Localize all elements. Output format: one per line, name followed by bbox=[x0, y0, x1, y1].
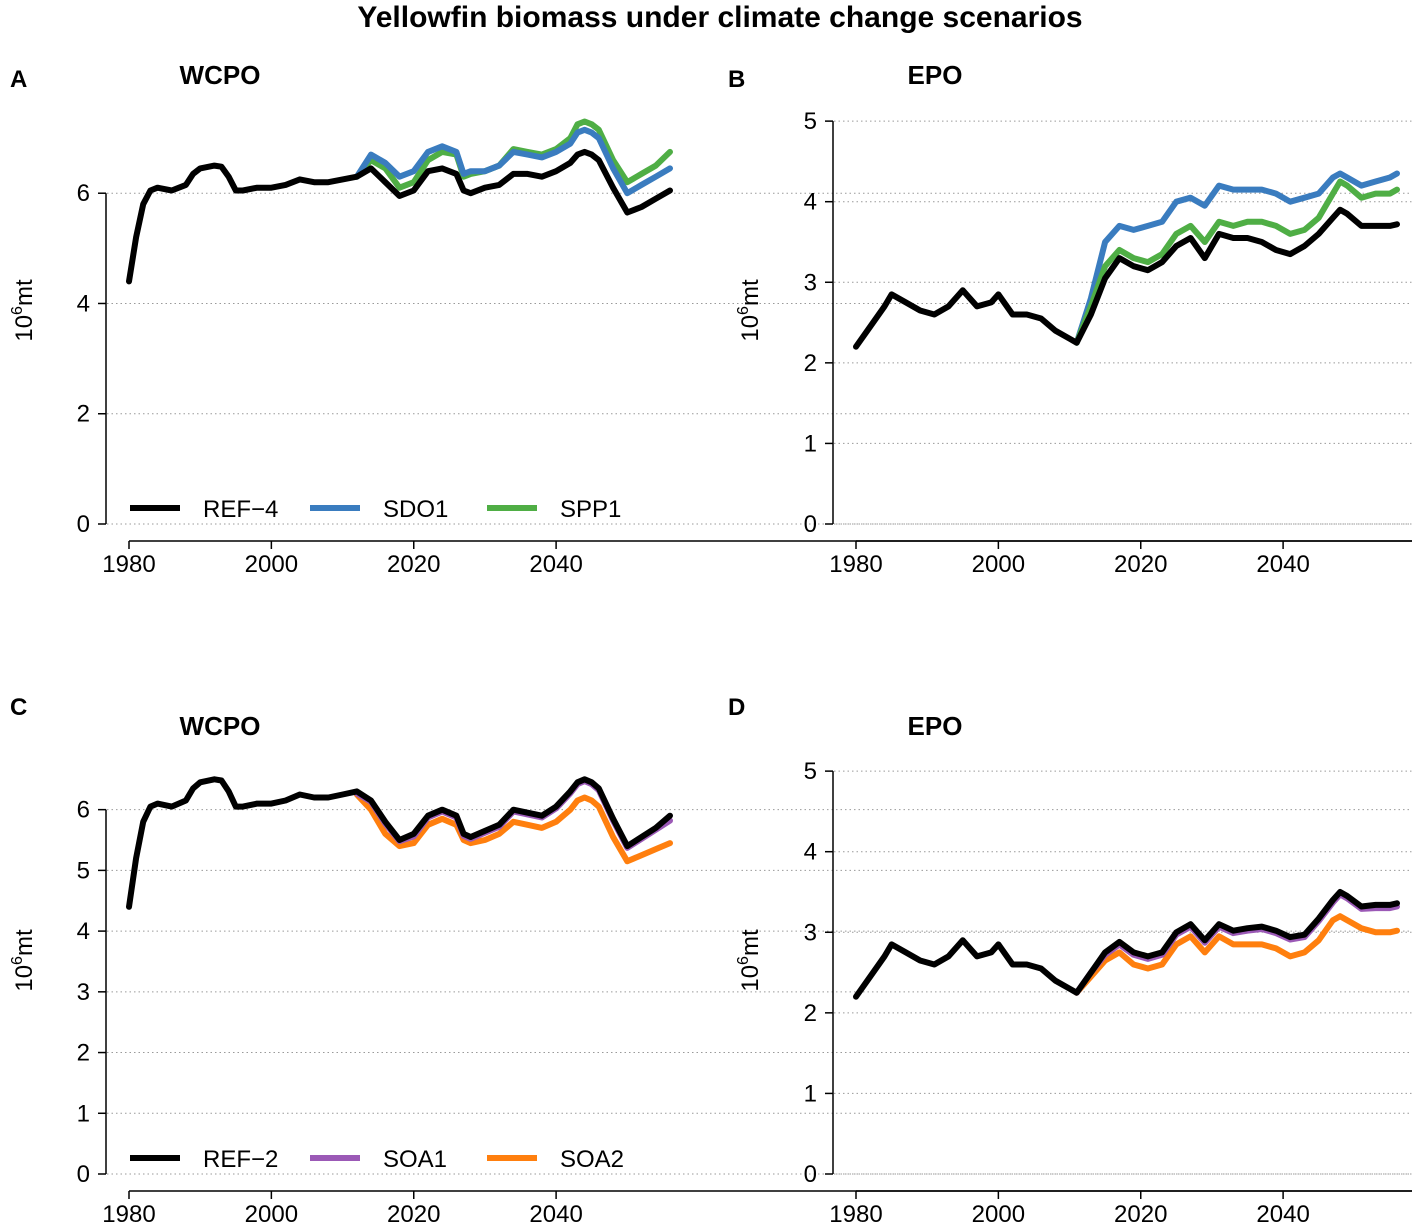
x-tick-label: 2040 bbox=[529, 551, 582, 578]
y-axis-label: 106mt bbox=[9, 279, 38, 342]
y-tick-label: 6 bbox=[77, 797, 90, 824]
x-tick-label: 2000 bbox=[972, 551, 1025, 578]
panel-a: A WCPO 0 2 4 6 1980 2000 2020 2040 106mt REF−4 SDO1 S… bbox=[9, 60, 1412, 578]
y-tick-label: 3 bbox=[804, 269, 817, 296]
series-line-ref-4 bbox=[853, 206, 1400, 350]
x-tick-label: 2000 bbox=[972, 1201, 1025, 1223]
x-tick-label: 2020 bbox=[387, 551, 440, 578]
panel-label: C bbox=[10, 694, 27, 721]
panel-label: D bbox=[728, 694, 745, 721]
y-tick-label: 1 bbox=[77, 1100, 90, 1127]
legend-label: SPP1 bbox=[560, 496, 621, 523]
panel-label: B bbox=[728, 66, 745, 93]
y-tick-label: 2 bbox=[77, 401, 90, 428]
x-tick-label: 2020 bbox=[1114, 1201, 1167, 1223]
legend-label: REF−4 bbox=[203, 496, 278, 523]
series-line-ref-2 bbox=[126, 776, 673, 910]
series-line-sdo1 bbox=[353, 126, 673, 197]
y-axis-label: 106mt bbox=[735, 929, 764, 992]
y-tick-label: 4 bbox=[804, 839, 817, 866]
y-tick-label: 6 bbox=[77, 180, 90, 207]
x-tick-label: 1980 bbox=[102, 1201, 155, 1223]
y-tick-label: 4 bbox=[77, 918, 90, 945]
y-tick-label: 0 bbox=[804, 511, 817, 538]
y-tick-label: 4 bbox=[77, 290, 90, 317]
x-tick-label: 2000 bbox=[245, 1201, 298, 1223]
y-tick-label: 3 bbox=[77, 979, 90, 1006]
x-tick-label: 2040 bbox=[1256, 551, 1309, 578]
x-tick-label: 2000 bbox=[245, 551, 298, 578]
y-tick-label: 1 bbox=[804, 1080, 817, 1107]
y-axis-label: 106mt bbox=[9, 929, 38, 992]
series-line-soa2 bbox=[353, 791, 673, 865]
legend-label: SOA1 bbox=[383, 1146, 447, 1173]
series-line-ref-2 bbox=[853, 889, 1400, 1000]
figure-title: Yellowfin biomass under climate change s… bbox=[357, 1, 1082, 34]
panel-title: EPO bbox=[908, 711, 963, 741]
y-tick-label: 2 bbox=[77, 1040, 90, 1067]
x-tick-label: 2020 bbox=[387, 1201, 440, 1223]
series-line-spp1 bbox=[1073, 178, 1400, 346]
y-tick-label: 0 bbox=[77, 1161, 90, 1188]
y-tick-label: 5 bbox=[804, 758, 817, 785]
y-tick-label: 1 bbox=[804, 430, 817, 457]
panel-b: B EPO 0 1 2 3 4 5 1980 2000 2020 2040 106mt bbox=[728, 60, 1412, 578]
y-tick-label: 0 bbox=[804, 1161, 817, 1188]
panel-d: D EPO 0 1 2 3 4 5 1980 2000 2020 2040 106mt bbox=[728, 694, 1412, 1223]
y-tick-label: 5 bbox=[804, 108, 817, 135]
panel-title: WCPO bbox=[180, 711, 261, 741]
legend-label: SDO1 bbox=[383, 496, 448, 523]
series-line-ref-4 bbox=[126, 148, 673, 285]
y-tick-label: 2 bbox=[804, 1000, 817, 1027]
x-tick-label: 2040 bbox=[529, 1201, 582, 1223]
y-tick-label: 5 bbox=[77, 857, 90, 884]
panel-title: WCPO bbox=[180, 60, 261, 90]
y-tick-label: 4 bbox=[804, 189, 817, 216]
legend-label: SOA2 bbox=[560, 1146, 624, 1173]
x-tick-label: 1980 bbox=[102, 551, 155, 578]
y-tick-label: 0 bbox=[77, 511, 90, 538]
y-tick-label: 2 bbox=[804, 350, 817, 377]
panel-title: EPO bbox=[908, 60, 963, 90]
series-line-soa2 bbox=[1073, 913, 1400, 996]
x-tick-label: 1980 bbox=[829, 551, 882, 578]
panel-c: C WCPO 0 1 2 3 4 5 6 1980 2000 2020 2040 106mt REF−2 SO… bbox=[9, 694, 1412, 1223]
x-tick-label: 1980 bbox=[829, 1201, 882, 1223]
panel-label: A bbox=[10, 66, 27, 93]
legend-label: REF−2 bbox=[203, 1146, 278, 1173]
x-tick-label: 2020 bbox=[1114, 551, 1167, 578]
x-tick-label: 2040 bbox=[1256, 1201, 1309, 1223]
series-line-sdo1 bbox=[1073, 170, 1400, 346]
y-tick-label: 3 bbox=[804, 919, 817, 946]
y-axis-label: 106mt bbox=[735, 279, 764, 342]
